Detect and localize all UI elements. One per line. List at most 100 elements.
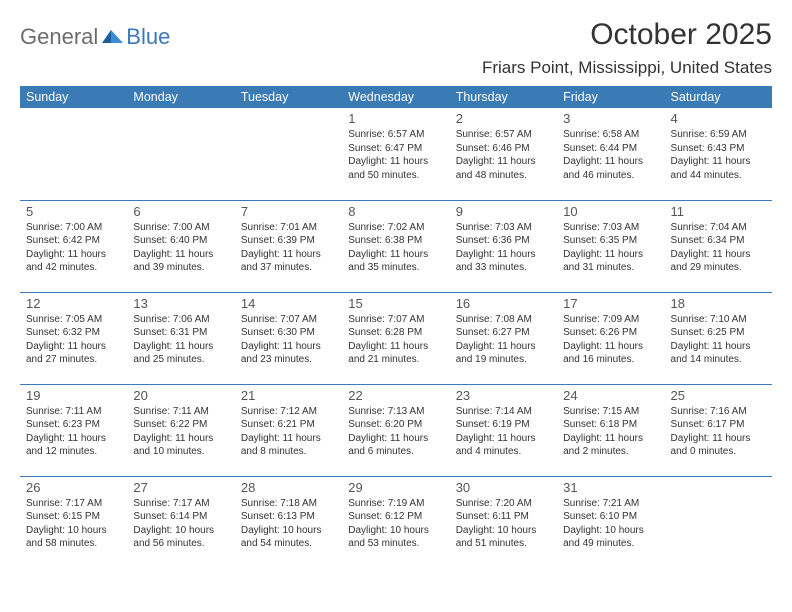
logo: General Blue <box>20 18 170 50</box>
day-detail-text: Sunrise: 7:20 AMSunset: 6:11 PMDaylight:… <box>456 497 551 551</box>
calendar-cell <box>235 108 342 200</box>
day-number: 11 <box>671 204 766 219</box>
day-detail-text: Sunrise: 6:58 AMSunset: 6:44 PMDaylight:… <box>563 128 658 182</box>
location-subtitle: Friars Point, Mississippi, United States <box>482 58 772 78</box>
calendar-cell: 7 Sunrise: 7:01 AMSunset: 6:39 PMDaylight… <box>235 200 342 292</box>
day-number: 15 <box>348 296 443 311</box>
calendar-body: 1 Sunrise: 6:57 AMSunset: 6:47 PMDaylight… <box>20 108 772 568</box>
day-number: 9 <box>456 204 551 219</box>
day-detail-text: Sunrise: 7:09 AMSunset: 6:26 PMDaylight:… <box>563 313 658 367</box>
day-number: 26 <box>26 480 121 495</box>
calendar-cell: 15 Sunrise: 7:07 AMSunset: 6:28 PMDayligh… <box>342 292 449 384</box>
calendar-cell: 17 Sunrise: 7:09 AMSunset: 6:26 PMDayligh… <box>557 292 664 384</box>
day-detail-text: Sunrise: 7:05 AMSunset: 6:32 PMDaylight:… <box>26 313 121 367</box>
day-number: 18 <box>671 296 766 311</box>
day-number: 24 <box>563 388 658 403</box>
calendar-cell: 2Sunrise: 6:57 AMSunset: 6:46 PMDaylight… <box>450 108 557 200</box>
day-number: 23 <box>456 388 551 403</box>
day-number: 20 <box>133 388 228 403</box>
day-number: 16 <box>456 296 551 311</box>
day-detail-text: Sunrise: 7:01 AMSunset: 6:39 PMDaylight:… <box>241 221 336 275</box>
calendar-cell <box>665 476 772 568</box>
calendar-cell: 13 Sunrise: 7:06 AMSunset: 6:31 PMDayligh… <box>127 292 234 384</box>
day-number: 17 <box>563 296 658 311</box>
calendar-cell: 12 Sunrise: 7:05 AMSunset: 6:32 PMDayligh… <box>20 292 127 384</box>
day-number: 5 <box>26 204 121 219</box>
day-number: 31 <box>563 480 658 495</box>
day-header: Sunday <box>20 86 127 108</box>
day-header: Tuesday <box>235 86 342 108</box>
day-number: 7 <box>241 204 336 219</box>
day-detail-text: Sunrise: 7:12 AMSunset: 6:21 PMDaylight:… <box>241 405 336 459</box>
calendar-cell: 9 Sunrise: 7:03 AMSunset: 6:36 PMDaylight… <box>450 200 557 292</box>
table-row: 1 Sunrise: 6:57 AMSunset: 6:47 PMDaylight… <box>20 108 772 200</box>
table-row: 19Sunrise: 7:11 AMSunset: 6:23 PMDayligh… <box>20 384 772 476</box>
day-detail-text: Sunrise: 7:21 AMSunset: 6:10 PMDaylight:… <box>563 497 658 551</box>
day-number: 27 <box>133 480 228 495</box>
calendar-cell: 30 Sunrise: 7:20 AMSunset: 6:11 PMDayligh… <box>450 476 557 568</box>
day-number: 13 <box>133 296 228 311</box>
day-detail-text: Sunrise: 7:00 AMSunset: 6:42 PMDaylight:… <box>26 221 121 275</box>
calendar-header-row: SundayMondayTuesdayWednesdayThursdayFrid… <box>20 86 772 108</box>
calendar-cell <box>20 108 127 200</box>
calendar-cell: 14Sunrise: 7:07 AMSunset: 6:30 PMDayligh… <box>235 292 342 384</box>
day-detail-text: Sunrise: 7:19 AMSunset: 6:12 PMDaylight:… <box>348 497 443 551</box>
day-detail-text: Sunrise: 7:03 AMSunset: 6:36 PMDaylight:… <box>456 221 551 275</box>
calendar-cell: 25 Sunrise: 7:16 AMSunset: 6:17 PMDayligh… <box>665 384 772 476</box>
day-number: 30 <box>456 480 551 495</box>
calendar-cell: 22 Sunrise: 7:13 AMSunset: 6:20 PMDayligh… <box>342 384 449 476</box>
day-number: 1 <box>348 111 443 126</box>
table-row: 26 Sunrise: 7:17 AMSunset: 6:15 PMDayligh… <box>20 476 772 568</box>
day-detail-text: Sunrise: 7:11 AMSunset: 6:22 PMDaylight:… <box>133 405 228 459</box>
calendar-cell: 5 Sunrise: 7:00 AMSunset: 6:42 PMDaylight… <box>20 200 127 292</box>
day-detail-text: Sunrise: 6:57 AMSunset: 6:47 PMDaylight:… <box>348 128 443 182</box>
day-number: 28 <box>241 480 336 495</box>
calendar-cell: 23 Sunrise: 7:14 AMSunset: 6:19 PMDayligh… <box>450 384 557 476</box>
day-number: 25 <box>671 388 766 403</box>
calendar-cell: 24 Sunrise: 7:15 AMSunset: 6:18 PMDayligh… <box>557 384 664 476</box>
calendar-cell: 26 Sunrise: 7:17 AMSunset: 6:15 PMDayligh… <box>20 476 127 568</box>
day-detail-text: Sunrise: 7:17 AMSunset: 6:15 PMDaylight:… <box>26 497 121 551</box>
logo-text-blue: Blue <box>126 24 170 50</box>
day-detail-text: Sunrise: 7:07 AMSunset: 6:28 PMDaylight:… <box>348 313 443 367</box>
day-detail-text: Sunrise: 7:06 AMSunset: 6:31 PMDaylight:… <box>133 313 228 367</box>
calendar-cell: 29Sunrise: 7:19 AMSunset: 6:12 PMDayligh… <box>342 476 449 568</box>
day-detail-text: Sunrise: 7:10 AMSunset: 6:25 PMDaylight:… <box>671 313 766 367</box>
page-header: General Blue October 2025 Friars Point, … <box>20 18 772 78</box>
day-header: Wednesday <box>342 86 449 108</box>
calendar-cell: 16 Sunrise: 7:08 AMSunset: 6:27 PMDayligh… <box>450 292 557 384</box>
day-number: 12 <box>26 296 121 311</box>
day-detail-text: Sunrise: 7:14 AMSunset: 6:19 PMDaylight:… <box>456 405 551 459</box>
day-header: Monday <box>127 86 234 108</box>
calendar-cell: 31 Sunrise: 7:21 AMSunset: 6:10 PMDayligh… <box>557 476 664 568</box>
day-number: 4 <box>671 111 766 126</box>
title-block: October 2025 Friars Point, Mississippi, … <box>482 18 772 78</box>
calendar-cell: 27 Sunrise: 7:17 AMSunset: 6:14 PMDayligh… <box>127 476 234 568</box>
calendar-cell: 8 Sunrise: 7:02 AMSunset: 6:38 PMDaylight… <box>342 200 449 292</box>
calendar-cell: 10Sunrise: 7:03 AMSunset: 6:35 PMDayligh… <box>557 200 664 292</box>
day-header: Friday <box>557 86 664 108</box>
day-header: Saturday <box>665 86 772 108</box>
logo-text-general: General <box>20 24 98 50</box>
day-number: 14 <box>241 296 336 311</box>
day-number: 2 <box>456 111 551 126</box>
day-detail-text: Sunrise: 7:13 AMSunset: 6:20 PMDaylight:… <box>348 405 443 459</box>
day-detail-text: Sunrise: 7:15 AMSunset: 6:18 PMDaylight:… <box>563 405 658 459</box>
day-number: 8 <box>348 204 443 219</box>
day-detail-text: Sunrise: 7:02 AMSunset: 6:38 PMDaylight:… <box>348 221 443 275</box>
day-number: 3 <box>563 111 658 126</box>
logo-mark-icon <box>102 26 124 49</box>
calendar-cell: 28Sunrise: 7:18 AMSunset: 6:13 PMDayligh… <box>235 476 342 568</box>
calendar-cell: 11Sunrise: 7:04 AMSunset: 6:34 PMDayligh… <box>665 200 772 292</box>
day-detail-text: Sunrise: 7:08 AMSunset: 6:27 PMDaylight:… <box>456 313 551 367</box>
day-number: 19 <box>26 388 121 403</box>
calendar-cell: 1 Sunrise: 6:57 AMSunset: 6:47 PMDaylight… <box>342 108 449 200</box>
day-number: 6 <box>133 204 228 219</box>
calendar-cell: 4Sunrise: 6:59 AMSunset: 6:43 PMDaylight… <box>665 108 772 200</box>
calendar-cell: 20 Sunrise: 7:11 AMSunset: 6:22 PMDayligh… <box>127 384 234 476</box>
table-row: 5 Sunrise: 7:00 AMSunset: 6:42 PMDaylight… <box>20 200 772 292</box>
day-detail-text: Sunrise: 7:17 AMSunset: 6:14 PMDaylight:… <box>133 497 228 551</box>
day-detail-text: Sunrise: 7:16 AMSunset: 6:17 PMDaylight:… <box>671 405 766 459</box>
day-header: Thursday <box>450 86 557 108</box>
day-number: 22 <box>348 388 443 403</box>
